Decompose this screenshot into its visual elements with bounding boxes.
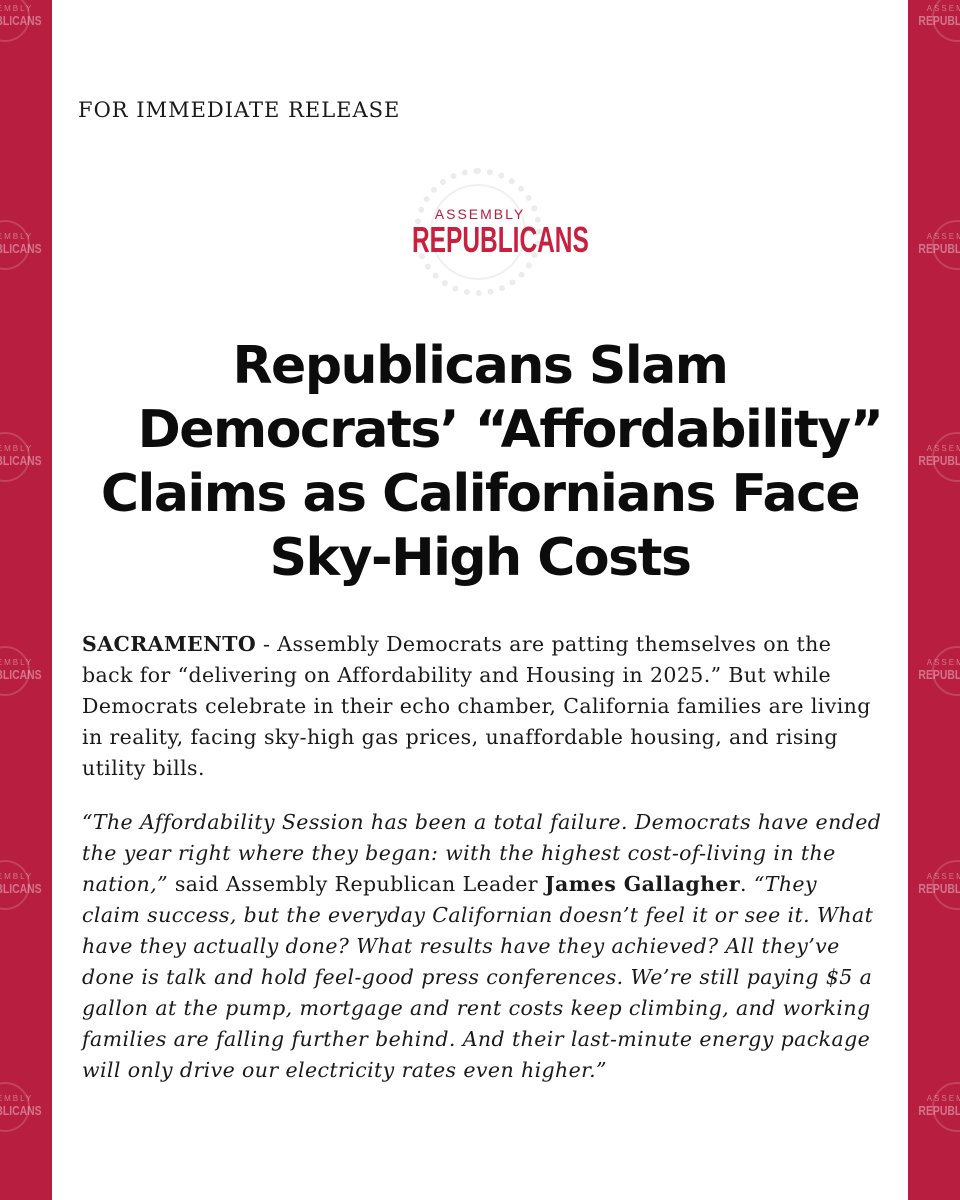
logo-top-text: ASSEMBLY [434, 206, 526, 222]
headline-line-3: Claims as Californians Face [100, 464, 861, 524]
quote-paragraph: “The Affordability Session has been a to… [82, 807, 882, 1086]
lead-text: - Assembly Democrats are patting themsel… [82, 632, 871, 780]
headline-line-4: Sky-High Costs [269, 528, 692, 588]
assembly-republicans-logo: ASSEMBLY REPUBLICANS [400, 166, 589, 302]
headline-line-2: Democrats’ “Affordability” [137, 400, 884, 460]
state-seal-icon [414, 168, 542, 296]
lead-paragraph: SACRAMENTO - Assembly Democrats are patt… [82, 629, 882, 784]
attribution-text: said Assembly Republican Leader [167, 872, 545, 896]
headline: Republicans Slam Democrats’ “Affordabili… [72, 334, 888, 590]
quote-part-2: “They claim success, but the everyday Ca… [82, 872, 874, 1082]
attribution-period: . [740, 872, 754, 896]
dateline: SACRAMENTO [82, 632, 257, 656]
quote-part-1: “The Affordability Session has been a to… [82, 810, 882, 896]
headline-line-1: Republicans Slam [232, 336, 729, 396]
speaker-name: James Gallagher [544, 872, 741, 896]
logo-main-text: REPUBLICANS [412, 219, 589, 260]
release-label: FOR IMMEDIATE RELEASE [78, 98, 401, 122]
press-release-page: FOR IMMEDIATE RELEASE ASSEMBLY REPUBLICA… [52, 0, 908, 1200]
